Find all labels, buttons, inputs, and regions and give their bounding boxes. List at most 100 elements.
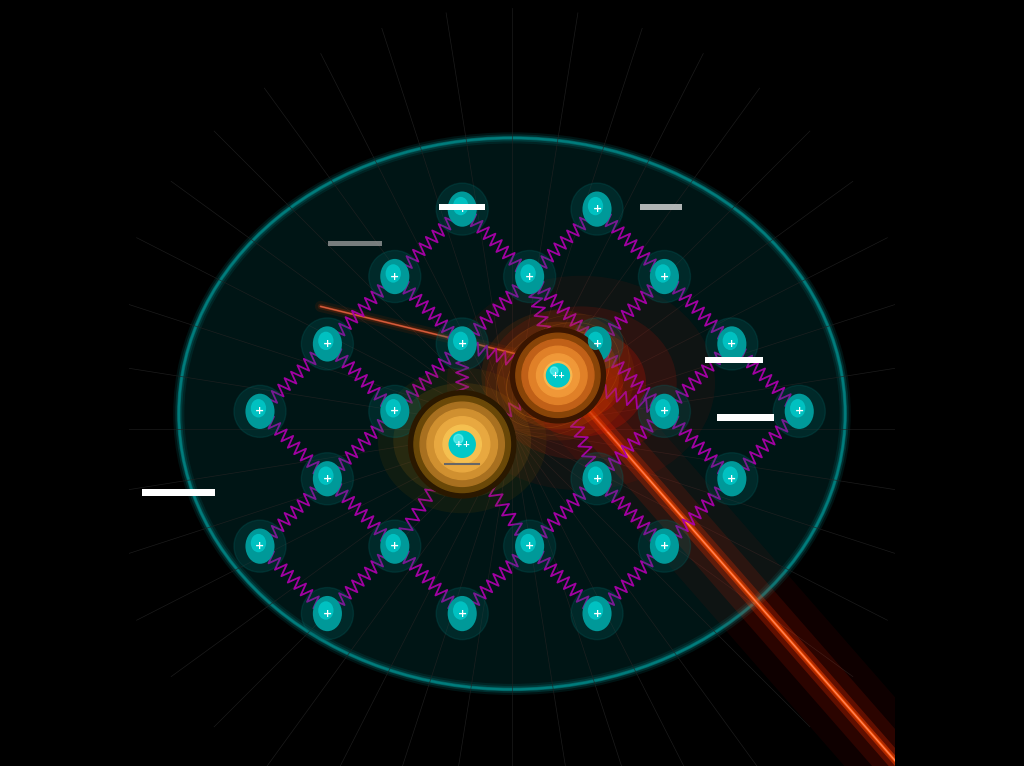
Circle shape bbox=[537, 354, 580, 397]
Text: +: + bbox=[659, 406, 669, 417]
Circle shape bbox=[443, 425, 481, 463]
Text: +: + bbox=[593, 473, 602, 484]
Ellipse shape bbox=[446, 276, 715, 490]
Text: +: + bbox=[593, 608, 602, 619]
Ellipse shape bbox=[318, 466, 334, 485]
Circle shape bbox=[420, 402, 505, 486]
Text: +: + bbox=[795, 406, 804, 417]
Ellipse shape bbox=[791, 399, 806, 417]
Ellipse shape bbox=[313, 461, 342, 496]
Ellipse shape bbox=[583, 192, 611, 227]
Circle shape bbox=[409, 391, 516, 498]
Ellipse shape bbox=[318, 332, 334, 350]
Bar bbox=[142, 489, 215, 496]
Ellipse shape bbox=[583, 326, 611, 362]
Ellipse shape bbox=[251, 399, 266, 417]
Ellipse shape bbox=[650, 394, 679, 429]
Ellipse shape bbox=[523, 346, 593, 404]
Circle shape bbox=[454, 434, 463, 444]
Text: +: + bbox=[323, 473, 332, 484]
Circle shape bbox=[638, 520, 690, 572]
Ellipse shape bbox=[650, 529, 679, 564]
Ellipse shape bbox=[386, 534, 401, 552]
Ellipse shape bbox=[380, 529, 410, 564]
Ellipse shape bbox=[453, 332, 468, 350]
Circle shape bbox=[504, 520, 556, 572]
Ellipse shape bbox=[380, 259, 410, 294]
Circle shape bbox=[522, 339, 594, 411]
Bar bbox=[706, 356, 763, 363]
Circle shape bbox=[550, 368, 565, 383]
Circle shape bbox=[544, 362, 571, 389]
Text: +: + bbox=[593, 339, 602, 349]
Text: +: + bbox=[458, 339, 467, 349]
Circle shape bbox=[414, 396, 511, 493]
Circle shape bbox=[427, 409, 498, 480]
Ellipse shape bbox=[655, 399, 671, 417]
Text: +: + bbox=[659, 541, 669, 552]
Bar bbox=[640, 205, 682, 210]
Text: +: + bbox=[458, 204, 467, 214]
Bar bbox=[439, 205, 485, 210]
Ellipse shape bbox=[539, 349, 623, 417]
Ellipse shape bbox=[378, 368, 547, 513]
Ellipse shape bbox=[251, 534, 266, 552]
Ellipse shape bbox=[485, 306, 677, 460]
Ellipse shape bbox=[393, 383, 531, 498]
Circle shape bbox=[550, 367, 558, 375]
Circle shape bbox=[571, 183, 623, 235]
Circle shape bbox=[369, 520, 421, 572]
Ellipse shape bbox=[313, 326, 342, 362]
Circle shape bbox=[773, 385, 825, 437]
Circle shape bbox=[436, 588, 488, 640]
Circle shape bbox=[547, 364, 569, 387]
Ellipse shape bbox=[497, 322, 620, 429]
Circle shape bbox=[233, 385, 286, 437]
Ellipse shape bbox=[515, 259, 544, 294]
Text: +: + bbox=[255, 541, 264, 552]
Circle shape bbox=[456, 438, 468, 450]
Ellipse shape bbox=[784, 394, 814, 429]
Circle shape bbox=[571, 588, 623, 640]
Bar bbox=[328, 241, 382, 247]
Ellipse shape bbox=[588, 601, 603, 620]
Circle shape bbox=[554, 372, 562, 379]
Ellipse shape bbox=[386, 399, 401, 417]
Text: +: + bbox=[659, 271, 669, 282]
Circle shape bbox=[233, 520, 286, 572]
Circle shape bbox=[450, 431, 475, 457]
Ellipse shape bbox=[655, 264, 671, 283]
Circle shape bbox=[638, 385, 690, 437]
Ellipse shape bbox=[481, 310, 635, 440]
Ellipse shape bbox=[246, 394, 274, 429]
Ellipse shape bbox=[717, 326, 746, 362]
Text: ++: ++ bbox=[455, 440, 470, 449]
Circle shape bbox=[504, 250, 556, 303]
Ellipse shape bbox=[583, 596, 611, 631]
Ellipse shape bbox=[318, 601, 334, 620]
Ellipse shape bbox=[447, 192, 477, 227]
Ellipse shape bbox=[655, 534, 671, 552]
Text: +: + bbox=[255, 406, 264, 417]
Ellipse shape bbox=[447, 596, 477, 631]
Ellipse shape bbox=[512, 337, 604, 414]
Bar bbox=[717, 414, 774, 421]
Ellipse shape bbox=[650, 259, 679, 294]
Circle shape bbox=[369, 250, 421, 303]
Ellipse shape bbox=[447, 326, 477, 362]
Circle shape bbox=[706, 453, 758, 505]
Text: +: + bbox=[525, 541, 535, 552]
Circle shape bbox=[511, 328, 605, 423]
Ellipse shape bbox=[588, 332, 603, 350]
Circle shape bbox=[434, 417, 489, 472]
Text: +: + bbox=[323, 608, 332, 619]
Ellipse shape bbox=[717, 461, 746, 496]
Ellipse shape bbox=[588, 466, 603, 485]
Ellipse shape bbox=[386, 264, 401, 283]
Circle shape bbox=[301, 588, 353, 640]
Circle shape bbox=[638, 250, 690, 303]
Ellipse shape bbox=[380, 394, 410, 429]
Ellipse shape bbox=[453, 601, 468, 620]
Text: +: + bbox=[525, 271, 535, 282]
Circle shape bbox=[451, 433, 474, 456]
